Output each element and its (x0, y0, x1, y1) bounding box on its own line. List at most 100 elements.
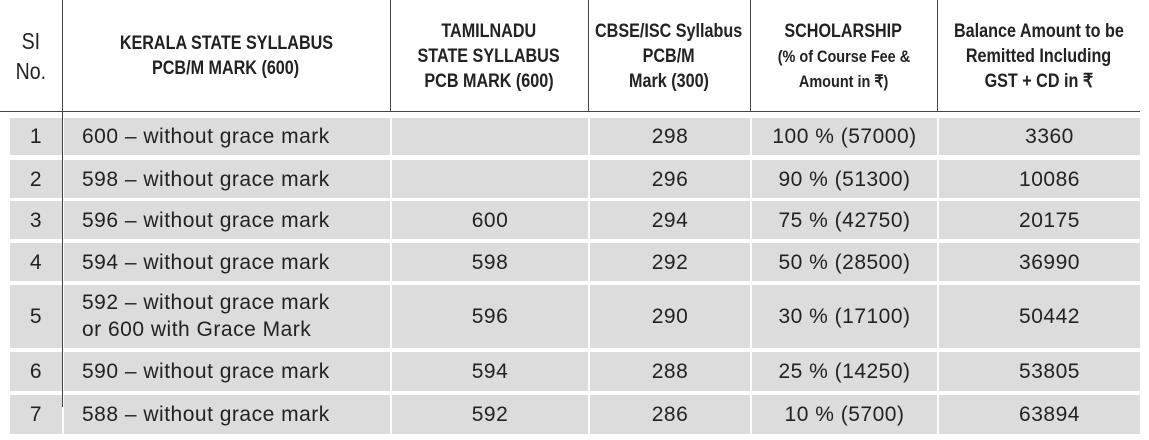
body-cell: 588 – without grace mark (64, 395, 390, 434)
cell-text: 298 (651, 125, 689, 148)
body-cell: 592 – without grace mark or 600 with Grac… (64, 285, 390, 348)
cell-text: 10086 (1019, 167, 1080, 191)
header-cell: TAMILNADU STATE SYLLABUS PCB MARK (600) (390, 0, 588, 112)
cell-text: 592 (471, 403, 509, 426)
body-cell: 10086 (939, 160, 1140, 198)
body-cell: 2 (10, 160, 62, 198)
header-text: SI (21, 28, 41, 54)
cell-text: 4 (29, 250, 43, 274)
body-cell: 596 (392, 285, 588, 348)
header-text: SCHOLARSHIP (784, 20, 903, 42)
cell-text: 100 % (57000) (772, 125, 917, 148)
cell-text: 1 (29, 125, 43, 148)
header-cell: CBSE/ISC Syllabus PCB/M Mark (300) (588, 0, 750, 112)
cell-text: 598 – without grace mark (82, 167, 330, 191)
cell-text: 53805 (1019, 360, 1080, 383)
cell-text: 75 % (42750) (778, 208, 911, 232)
header-rule (0, 111, 1140, 112)
header-text: PCB/M (642, 45, 696, 67)
cell-text: 594 (471, 360, 509, 383)
cell-text: 63894 (1019, 403, 1080, 426)
header-text: Amount in ₹) (798, 71, 889, 91)
body-cell: 594 (392, 352, 588, 391)
body-cell: 30 % (17100) (752, 285, 937, 348)
cell-text: 7 (29, 403, 43, 426)
body-cell (392, 118, 588, 155)
cell-text: 286 (651, 403, 689, 426)
cell-text: 290 (651, 305, 689, 328)
body-cell: 292 (590, 243, 750, 281)
cell-text: 50442 (1019, 305, 1080, 328)
cell-text: 598 (471, 250, 509, 274)
cell-text: 20175 (1019, 208, 1080, 232)
body-cell: 100 % (57000) (752, 118, 937, 155)
header-text: GST + CD in ₹ (984, 70, 1093, 92)
body-cell: 20175 (939, 201, 1140, 239)
column-divider (62, 0, 63, 112)
body-cell: 600 – without grace mark (64, 118, 390, 155)
cell-text: 25 % (14250) (778, 360, 911, 383)
column-divider (390, 0, 391, 112)
cell-text: 296 (651, 167, 689, 191)
header-text: KERALA STATE SYLLABUS (119, 33, 333, 54)
body-cell: 294 (590, 201, 750, 239)
body-cell: 10 % (5700) (752, 395, 937, 434)
body-cell (392, 160, 588, 198)
header-text: PCB/M MARK (600) (152, 58, 300, 79)
cell-text: 596 (471, 305, 509, 328)
cell-text: 596 – without grace mark (82, 208, 330, 232)
column-divider (750, 0, 751, 112)
column-divider (937, 0, 938, 112)
cell-text: 36990 (1019, 250, 1080, 274)
cell-text: 30 % (17100) (778, 305, 911, 328)
cell-text: 288 (651, 360, 689, 383)
body-cell: 7 (10, 395, 62, 434)
cell-text: 3 (29, 208, 43, 232)
cell-text: 590 – without grace mark (82, 360, 330, 383)
header-cell: KERALA STATE SYLLABUS PCB/M MARK (600) (62, 0, 390, 112)
cell-text: 6 (29, 360, 43, 383)
body-cell: 296 (590, 160, 750, 198)
cell-text: 592 – without grace mark (82, 291, 330, 314)
body-cell: 286 (590, 395, 750, 434)
body-cell: 590 – without grace mark (64, 352, 390, 391)
body-cell: 36990 (939, 243, 1140, 281)
cell-text: 294 (651, 208, 689, 232)
body-cell: 598 – without grace mark (64, 160, 390, 198)
body-cell: 598 (392, 243, 588, 281)
header-cell: SCHOLARSHIP (% of Course Fee & Amount in ₹… (750, 0, 937, 112)
body-cell: 288 (590, 352, 750, 391)
column-divider (588, 0, 589, 112)
body-cell: 1 (10, 118, 62, 155)
cell-text: 10 % (5700) (784, 403, 905, 426)
cell-text: 3360 (1025, 125, 1074, 148)
header-cell: Balance Amount to be Remitted Including GS… (937, 0, 1140, 112)
body-cell: 3360 (939, 118, 1140, 155)
body-cell: 25 % (14250) (752, 352, 937, 391)
cell-text: 5 (29, 305, 43, 328)
header-text: Balance Amount to be (953, 20, 1124, 42)
body-cell: 5 (10, 285, 62, 348)
body-cell: 596 – without grace mark (64, 201, 390, 239)
header-text: No. (15, 58, 47, 84)
body-cell: 90 % (51300) (752, 160, 937, 198)
body-cell: 592 (392, 395, 588, 434)
cell-text: 50 % (28500) (778, 250, 911, 274)
cell-text: or 600 with Grace Mark (82, 318, 312, 341)
body-cell: 53805 (939, 352, 1140, 391)
body-cell: 290 (590, 285, 750, 348)
cell-text: 594 – without grace mark (82, 250, 330, 274)
body-cell: 50 % (28500) (752, 243, 937, 281)
left-rule (62, 112, 63, 407)
header-text: PCB MARK (600) (424, 70, 554, 92)
body-cell: 298 (590, 118, 750, 155)
cell-text: 588 – without grace mark (82, 403, 330, 426)
header-text: Mark (300) (629, 70, 709, 92)
body-cell: 50442 (939, 285, 1140, 348)
header-text: Remitted Including (965, 45, 1112, 67)
header-cell: SI No. (0, 0, 62, 112)
header-text: CBSE/ISC Syllabus (595, 20, 743, 42)
body-cell: 63894 (939, 395, 1140, 434)
cell-text: 292 (651, 250, 689, 274)
header-text: TAMILNADU (441, 20, 537, 42)
